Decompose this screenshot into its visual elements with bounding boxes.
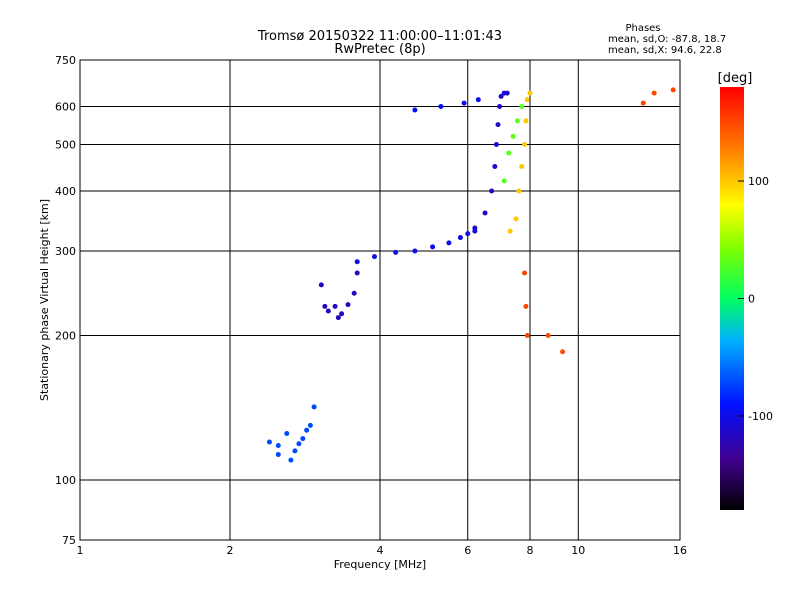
data-point (465, 231, 471, 237)
data-point (292, 448, 298, 454)
data-point (284, 431, 290, 437)
data-point (438, 104, 444, 110)
x-tick-label: 6 (464, 544, 471, 557)
data-point (522, 270, 528, 276)
data-point (372, 254, 378, 260)
x-axis-label: Frequency [MHz] (334, 558, 426, 571)
data-point (412, 107, 418, 113)
data-point (514, 118, 520, 124)
data-point (288, 457, 294, 463)
data-point (522, 142, 528, 148)
data-point (519, 163, 525, 169)
data-point (519, 104, 525, 110)
data-point (482, 210, 488, 216)
chart-subtitle: RwPretec (8p) (334, 42, 425, 57)
data-point (497, 104, 503, 110)
y-axis-label: Stationary phase Virtual Height [km] (38, 199, 51, 401)
data-point (307, 422, 313, 428)
data-point (275, 443, 281, 449)
data-point (507, 228, 513, 234)
y-tick-label: 500 (55, 139, 76, 152)
y-axis-ticks: 75 100 200 300 400 500 600 750 (55, 54, 76, 547)
data-point (504, 90, 510, 96)
data-point (461, 100, 467, 106)
data-point (393, 249, 399, 255)
y-tick-label: 75 (62, 534, 76, 547)
data-point (501, 178, 507, 184)
stats-line-x: mean, sd,X: 94.6, 22.8 (608, 45, 722, 56)
data-point (311, 404, 317, 410)
data-point (322, 303, 328, 309)
x-tick-label: 1 (77, 544, 84, 557)
x-tick-label: 16 (673, 544, 687, 557)
data-point (354, 270, 360, 276)
data-point (339, 311, 345, 317)
data-point (475, 97, 481, 103)
y-tick-label: 400 (55, 185, 76, 198)
y-tick-label: 750 (55, 54, 76, 67)
colorbar-tick-label: 0 (748, 293, 755, 306)
data-point (457, 235, 463, 241)
x-tick-label: 4 (377, 544, 384, 557)
data-point (332, 303, 338, 309)
data-point (523, 118, 529, 124)
y-tick-label: 600 (55, 101, 76, 114)
data-point (506, 150, 512, 156)
data-point (523, 303, 529, 309)
data-point (300, 436, 306, 442)
data-point (275, 452, 281, 458)
data-point (513, 216, 519, 222)
x-axis-ticks: 1 2 4 6 8 10 16 (77, 544, 688, 557)
data-point (318, 282, 324, 288)
data-point (495, 122, 501, 128)
data-point (524, 333, 530, 339)
data-point (498, 93, 504, 99)
colorbar-ticks: 100 0 -100 (738, 175, 773, 423)
stats-line-o: mean, sd,O: -87.8, 18.7 (608, 34, 726, 45)
data-point (489, 188, 495, 194)
data-point (492, 163, 498, 169)
stats-heading: Phases (625, 23, 660, 34)
data-point (430, 244, 436, 250)
data-point (412, 248, 418, 254)
x-tick-label: 10 (571, 544, 585, 557)
data-point (354, 259, 360, 265)
data-point (651, 90, 657, 96)
data-point (325, 308, 331, 314)
chart-title: Tromsø 20150322 11:00:00–11:01:43 (257, 29, 502, 44)
data-point (266, 439, 272, 445)
y-tick-label: 100 (55, 474, 76, 487)
data-point (527, 90, 533, 96)
data-point (670, 87, 676, 93)
data-point (296, 441, 302, 447)
data-point (351, 290, 357, 296)
y-tick-label: 300 (55, 245, 76, 258)
data-point (493, 142, 499, 148)
data-point (304, 427, 310, 433)
data-point (510, 133, 516, 139)
data-point (345, 302, 351, 308)
colorbar-tick-label: 100 (748, 175, 769, 188)
data-point (560, 349, 566, 355)
colorbar-label: [deg] (718, 71, 753, 86)
colorbar-tick-label: -100 (748, 410, 773, 423)
data-point (472, 225, 478, 231)
data-point (545, 333, 551, 339)
y-tick-label: 200 (55, 330, 76, 343)
data-point (524, 97, 530, 103)
data-point (516, 188, 522, 194)
data-point (335, 315, 341, 321)
data-point (446, 240, 452, 246)
grid-lines (80, 60, 680, 540)
x-tick-label: 8 (527, 544, 534, 557)
data-points (266, 87, 676, 463)
data-point (640, 100, 646, 106)
x-tick-label: 2 (227, 544, 234, 557)
